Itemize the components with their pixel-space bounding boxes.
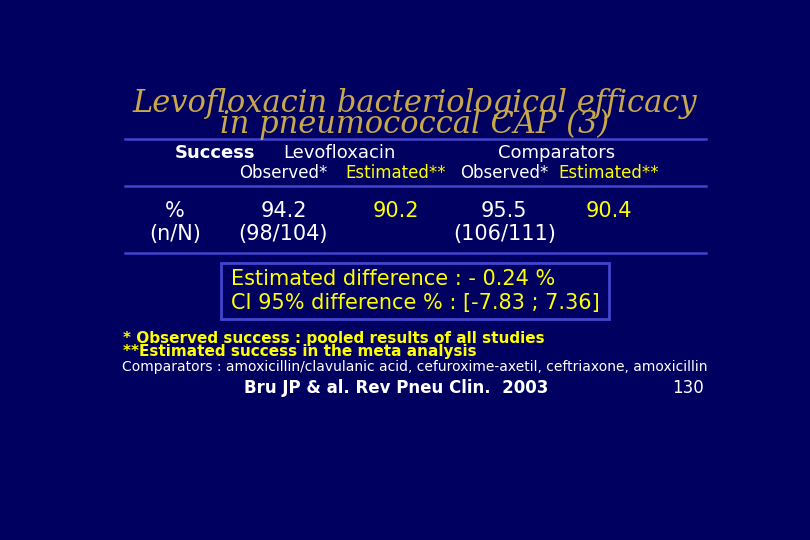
Text: Estimated difference : - 0.24 %: Estimated difference : - 0.24 %: [231, 269, 555, 289]
Text: Levofloxacin bacteriological efficacy: Levofloxacin bacteriological efficacy: [133, 88, 697, 119]
Text: %: %: [165, 201, 185, 221]
Text: (98/104): (98/104): [239, 224, 328, 244]
Text: (106/111): (106/111): [453, 224, 556, 244]
Text: Levofloxacin: Levofloxacin: [284, 144, 396, 163]
Text: Estimated**: Estimated**: [559, 164, 659, 181]
Text: 90.2: 90.2: [373, 201, 419, 221]
Text: Comparators : amoxicillin/clavulanic acid, cefuroxime-axetil, ceftriaxone, amoxi: Comparators : amoxicillin/clavulanic aci…: [122, 360, 708, 374]
Text: in pneumococcal CAP (3): in pneumococcal CAP (3): [220, 109, 610, 140]
Text: (n/N): (n/N): [149, 224, 201, 244]
FancyBboxPatch shape: [221, 264, 609, 319]
Text: 94.2: 94.2: [260, 201, 307, 221]
Text: Observed*: Observed*: [460, 164, 548, 181]
Text: 90.4: 90.4: [586, 201, 632, 221]
Text: 95.5: 95.5: [481, 201, 527, 221]
Text: **Estimated success in the meta analysis: **Estimated success in the meta analysis: [123, 344, 476, 359]
Text: CI 95% difference % : [-7.83 ; 7.36]: CI 95% difference % : [-7.83 ; 7.36]: [231, 294, 599, 314]
Text: * Observed success : pooled results of all studies: * Observed success : pooled results of a…: [123, 330, 544, 346]
Text: Bru JP & al. Rev Pneu Clin.  2003: Bru JP & al. Rev Pneu Clin. 2003: [244, 379, 548, 397]
Text: 130: 130: [672, 379, 704, 397]
Text: Success: Success: [175, 144, 255, 163]
Text: Estimated**: Estimated**: [345, 164, 446, 181]
Text: Comparators: Comparators: [498, 144, 615, 163]
Text: Observed*: Observed*: [239, 164, 327, 181]
